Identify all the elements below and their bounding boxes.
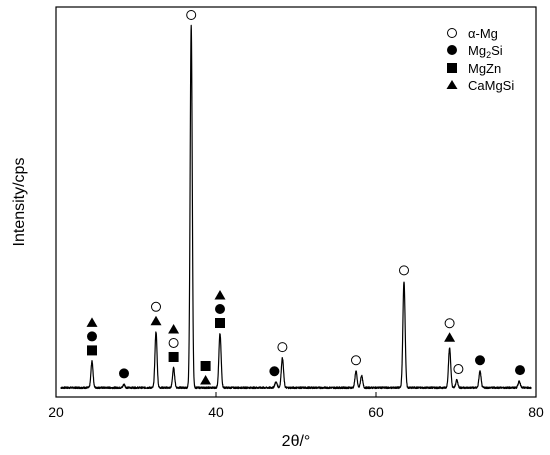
open-circle-icon [444,318,455,329]
x-tick-label: 40 [208,404,224,420]
filled-triangle-icon [86,317,98,327]
filled-circle-icon [87,331,97,342]
legend-label-camgsi: CaMgSi [468,78,514,93]
open-circle-icon [168,337,179,348]
filled-circle-icon [215,304,225,315]
diffraction-trace [60,24,532,390]
open-circle-icon [453,364,464,375]
open-circle-icon [151,301,161,312]
legend-item-camgsi: CaMgSi [446,78,514,93]
phase-markers [86,10,525,385]
x-axis-label: 2θ/° [282,433,311,450]
filled-triangle-icon [444,332,456,342]
x-tick-label: 80 [528,404,544,420]
legend-label-mgzn: MgZn [468,61,501,76]
legend-item-mgzn: MgZn [447,61,501,76]
x-axis-ticks: 20 40 60 80 [48,392,544,420]
filled-circle-icon [515,365,525,376]
open-circle-icon [351,355,361,366]
filled-square-icon [87,345,97,356]
plot-frame [55,6,537,398]
filled-triangle-icon [214,290,226,300]
filled-circle-icon [269,366,280,377]
filled-square-icon [200,361,211,371]
open-circle-icon [447,28,457,38]
legend-label-alpha-mg: α-Mg [468,26,498,41]
legend: α-Mg Mg2Si MgZn CaMgSi [446,26,514,93]
legend-label-mg2si-main: Mg [468,43,486,58]
y-axis-label: Intensity/cps [11,158,28,247]
legend-label-mg2si: Mg2Si [468,43,503,60]
open-circle-icon [399,265,409,276]
filled-circle-icon [475,355,485,366]
legend-item-alpha-mg: α-Mg [447,26,498,41]
legend-label-mg2si-sub: 2 [486,50,491,60]
filled-circle-icon [447,45,457,55]
filled-square-icon [447,63,457,73]
legend-label-mg2si-tail: Si [491,43,503,58]
open-circle-icon [186,10,197,20]
filled-circle-icon [119,368,129,379]
filled-square-icon [168,351,179,362]
filled-triangle-icon [168,323,180,334]
legend-item-mg2si: Mg2Si [447,43,503,60]
open-circle-icon [277,342,288,353]
filled-square-icon [215,318,225,329]
filled-triangle-icon [200,375,212,385]
filled-triangle-icon [446,80,458,89]
x-tick-label: 20 [48,404,64,420]
filled-triangle-icon [150,315,162,326]
x-tick-label: 60 [368,404,384,420]
